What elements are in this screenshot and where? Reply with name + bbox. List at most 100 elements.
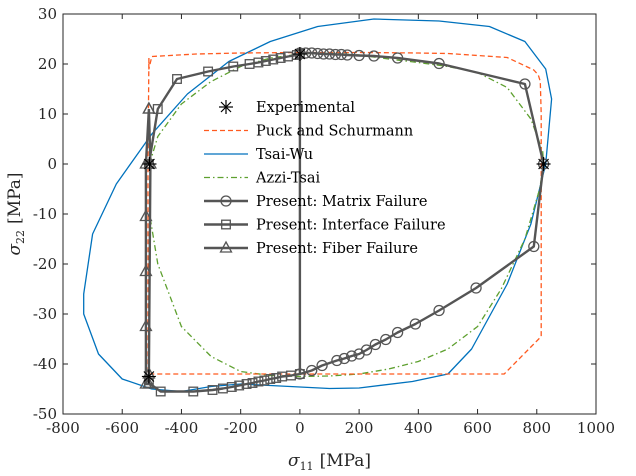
series-line-azzi-tsai bbox=[148, 52, 545, 378]
data-point-present-interface-failure bbox=[234, 380, 245, 391]
y-tick-label: 10 bbox=[38, 105, 57, 123]
data-point-experimental bbox=[141, 369, 156, 384]
series-experimental bbox=[141, 47, 551, 384]
data-point-present-matrix-failure bbox=[353, 49, 365, 62]
data-point-present-interface-failure bbox=[259, 375, 270, 386]
legend-label: Present: Interface Failure bbox=[256, 218, 446, 234]
data-point-present-interface-failure bbox=[275, 53, 286, 63]
x-tick-label: 1000 bbox=[577, 419, 615, 437]
data-point-present-matrix-failure bbox=[528, 240, 540, 253]
data-point-present-interface-failure bbox=[172, 74, 182, 84]
data-point-experimental bbox=[292, 47, 307, 61]
x-tick-label: 600 bbox=[463, 419, 492, 437]
x-tick-label: 800 bbox=[522, 419, 551, 437]
data-point-present-fiber-failure bbox=[142, 101, 156, 114]
y-tick-label: -40 bbox=[33, 355, 57, 373]
series-present-interface-failure bbox=[143, 49, 305, 397]
data-point-present-interface-failure bbox=[188, 386, 199, 397]
data-point-present-matrix-failure bbox=[433, 304, 445, 317]
series-azzi-tsai bbox=[148, 52, 545, 378]
y-tick-label: -10 bbox=[33, 205, 57, 223]
legend-item-present-fiber-failure: Present: Fiber Failure bbox=[204, 240, 418, 257]
data-point-present-matrix-failure bbox=[338, 352, 350, 365]
legend-item-puck-and-schurmann: Puck and Schurmann bbox=[204, 124, 413, 140]
legend-label: Present: Matrix Failure bbox=[256, 194, 427, 210]
data-point-present-matrix-failure bbox=[341, 49, 353, 61]
series-line-present-fiber-failure bbox=[144, 108, 152, 386]
x-tick-label: 200 bbox=[345, 419, 374, 437]
x-tick-label: -400 bbox=[165, 419, 199, 437]
series-puck-and-schurmann bbox=[147, 51, 542, 375]
legend-label: Present: Fiber Failure bbox=[256, 241, 418, 257]
data-point-present-matrix-failure bbox=[391, 326, 404, 339]
data-point-present-interface-failure bbox=[203, 66, 214, 77]
series-line-present-interface-failure bbox=[147, 52, 302, 393]
y-tick-label: -50 bbox=[33, 405, 57, 423]
data-point-present-interface-failure bbox=[241, 379, 252, 389]
legend-marker bbox=[219, 240, 233, 253]
data-point-present-interface-failure bbox=[268, 54, 279, 65]
y-axis-label: σ22 [MPa] bbox=[5, 172, 27, 255]
legend-item-azzi-tsai: Azzi-Tsai bbox=[204, 171, 320, 187]
x-tick-label: -200 bbox=[224, 419, 258, 437]
x-axis-label-sub: 11 bbox=[300, 460, 314, 473]
series-line-puck-and-schurmann bbox=[147, 51, 542, 375]
legend-label: Experimental bbox=[256, 100, 355, 116]
data-point-present-matrix-failure bbox=[368, 50, 380, 62]
data-point-present-matrix-failure bbox=[331, 354, 343, 367]
data-point-present-interface-failure bbox=[155, 386, 166, 397]
y-tick-label: 20 bbox=[38, 55, 57, 73]
y-tick-label: -30 bbox=[33, 305, 57, 323]
legend-item-present-interface-failure: Present: Interface Failure bbox=[204, 218, 446, 234]
data-point-present-interface-failure bbox=[228, 61, 239, 72]
y-axis-label-sub: 22 bbox=[14, 230, 27, 244]
data-point-present-interface-failure bbox=[152, 104, 163, 114]
data-point-present-interface-failure bbox=[260, 56, 271, 66]
data-point-present-interface-failure bbox=[217, 383, 228, 394]
data-point-present-matrix-failure bbox=[317, 48, 330, 60]
data-point-present-matrix-failure bbox=[353, 348, 365, 360]
data-point-present-fiber-failure bbox=[142, 376, 156, 389]
legend: Experimental Puck and Schurmann Tsai-Wu Azz… bbox=[204, 100, 446, 257]
x-axis-label-unit: [MPa] bbox=[320, 451, 371, 471]
data-point-present-matrix-failure bbox=[470, 282, 482, 294]
data-point-present-matrix-failure bbox=[519, 78, 531, 90]
data-point-present-matrix-failure bbox=[323, 48, 336, 60]
data-point-present-matrix-failure bbox=[409, 318, 422, 330]
data-point-present-matrix-failure bbox=[346, 350, 358, 362]
data-point-present-fiber-failure bbox=[143, 156, 157, 169]
data-point-present-interface-failure bbox=[271, 373, 282, 383]
x-tick-label: -800 bbox=[46, 419, 80, 437]
axes: -800 -600 -400 -200 0 200 400 600 800 1000 -50 -40 -… bbox=[33, 5, 615, 437]
data-point-present-matrix-failure bbox=[294, 368, 306, 380]
legend-marker bbox=[220, 195, 232, 207]
x-tick-label: 400 bbox=[404, 419, 433, 437]
data-point-present-interface-failure bbox=[265, 374, 276, 384]
legend-marker bbox=[219, 100, 233, 114]
data-point-present-interface-failure bbox=[207, 385, 218, 395]
data-point-present-matrix-failure bbox=[306, 47, 318, 59]
data-point-present-interface-failure bbox=[253, 376, 264, 387]
legend-label: Tsai-Wu bbox=[256, 147, 313, 163]
y-tick-label: 0 bbox=[47, 155, 57, 173]
legend-label: Puck and Schurmann bbox=[256, 124, 413, 140]
legend-item-experimental: Experimental bbox=[219, 100, 355, 116]
data-point-present-matrix-failure bbox=[433, 57, 445, 70]
y-tick-label: 30 bbox=[38, 5, 57, 23]
legend-item-tsai-wu: Tsai-Wu bbox=[204, 147, 313, 163]
legend-marker bbox=[221, 219, 231, 230]
data-point-present-matrix-failure bbox=[306, 364, 318, 377]
data-point-present-fiber-failure bbox=[139, 319, 153, 332]
data-point-present-fiber-failure bbox=[139, 264, 153, 277]
x-axis-label: σ11 [MPa] bbox=[288, 451, 371, 473]
data-point-experimental bbox=[142, 157, 157, 171]
y-axis-label-unit: [MPa] bbox=[5, 172, 25, 223]
data-point-present-interface-failure bbox=[277, 371, 288, 382]
data-point-present-matrix-failure bbox=[316, 359, 328, 372]
x-tick-label: -600 bbox=[105, 419, 139, 437]
plot-area bbox=[83, 18, 553, 397]
data-point-present-matrix-failure bbox=[312, 47, 324, 60]
data-point-experimental bbox=[536, 157, 551, 171]
legend-label: Azzi-Tsai bbox=[255, 171, 320, 187]
